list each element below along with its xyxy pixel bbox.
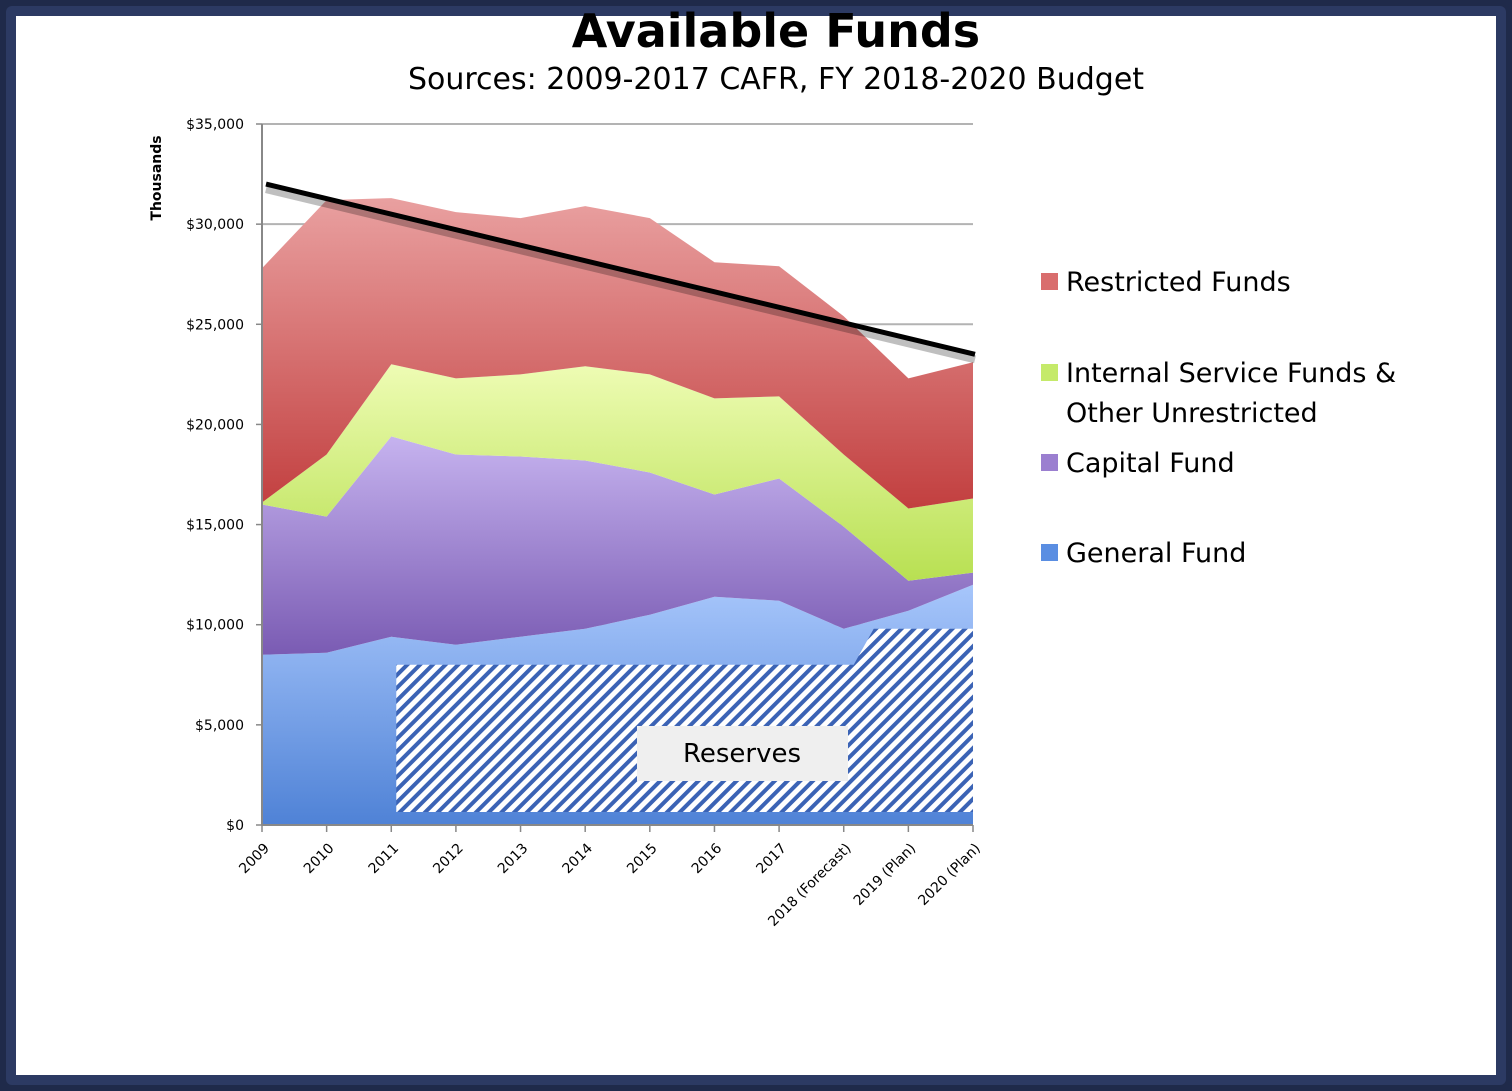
y-tick-label: $35,000: [186, 117, 244, 133]
x-tick-label: 2016: [689, 840, 726, 877]
trend-line-shadow: [265, 185, 976, 364]
legend: General Fund Capital Fund Internal Service…: [1041, 267, 1396, 569]
y-tick-label: $20,000: [186, 417, 244, 433]
x-tick-label: 2020 (Plan): [915, 841, 983, 909]
legend-swatch: [1041, 273, 1058, 290]
chart-subtitle: Sources: 2009-2017 CAFR, FY 2018-2020 Bu…: [407, 62, 1145, 97]
legend-label: Restricted Funds: [1066, 267, 1291, 298]
x-tick-label: 2015: [624, 841, 661, 878]
legend-swatch: [1041, 454, 1058, 471]
legend-label: General Fund: [1066, 538, 1246, 569]
x-tick-label: 2011: [366, 841, 403, 878]
y-tick-label: $15,000: [186, 518, 244, 534]
y-tick-label: $5,000: [195, 718, 244, 734]
x-tick-label: 2013: [495, 841, 532, 878]
x-tick-label: 2017: [753, 841, 790, 878]
y-tick-label: $10,000: [186, 618, 244, 634]
x-tick-label: 2012: [430, 841, 467, 878]
x-tick-label: 2009: [236, 841, 273, 878]
reserves-layer: Reserves: [396, 628, 974, 812]
y-tick-label: $30,000: [186, 217, 244, 233]
reserves-label: Reserves: [683, 739, 801, 769]
x-tick-label: 2014: [559, 840, 596, 877]
y-tick-label: $25,000: [186, 317, 244, 333]
trend-line: [265, 181, 976, 357]
legend-label: Other Unrestricted: [1066, 398, 1318, 429]
legend-swatch: [1041, 544, 1058, 561]
area-internal-service-funds-other-unrestricted: [262, 364, 973, 581]
y-axis-label: Thousands: [149, 135, 165, 220]
reserves-label-box: [637, 726, 848, 781]
legend-swatch: [1041, 364, 1058, 381]
x-tick-label: 2019 (Plan): [851, 841, 919, 909]
x-tick-label: 2010: [301, 841, 338, 878]
y-tick-label: $0: [226, 818, 244, 834]
legend-label: Capital Fund: [1066, 448, 1235, 479]
trend-layer: [265, 181, 976, 364]
legend-label: Internal Service Funds &: [1066, 358, 1396, 389]
area-capital-fund: [262, 436, 973, 655]
chart-title: Available Funds: [571, 4, 981, 58]
area-restricted-funds: [262, 198, 973, 509]
